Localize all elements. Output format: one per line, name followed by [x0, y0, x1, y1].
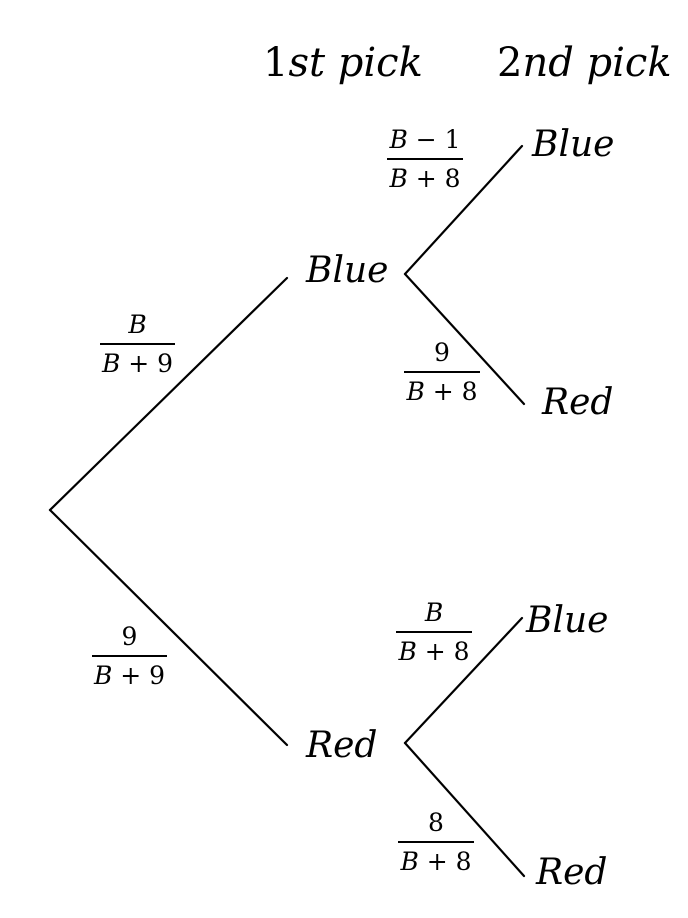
- branch-blue-blue: [403, 144, 524, 276]
- prob-red-blue: B B + 8: [396, 598, 472, 667]
- prob-root-blue-numerator: B: [128, 310, 147, 339]
- node-blue-red: Red: [542, 382, 614, 423]
- fraction-bar: [396, 631, 472, 633]
- prob-red-red: 8 B + 8: [398, 808, 474, 877]
- fraction-bar: [387, 158, 463, 160]
- prob-root-red-numerator: 9: [121, 622, 138, 651]
- branch-root-blue: [48, 276, 289, 512]
- prob-blue-blue: B − 1 B + 8: [387, 125, 463, 194]
- branch-red-red: [403, 741, 526, 878]
- fraction-bar: [92, 655, 167, 657]
- fraction-bar: [404, 371, 480, 373]
- node-blue-blue: Blue: [532, 124, 615, 165]
- header-first-pick: 1st pick: [263, 40, 423, 86]
- header-first-ordinal: 1: [263, 40, 289, 86]
- prob-red-blue-numerator: B: [424, 598, 444, 627]
- prob-blue-red-numerator: 9: [434, 338, 450, 367]
- prob-red-red-denominator: B + 8: [400, 847, 472, 876]
- node-red-blue: Blue: [526, 600, 609, 641]
- prob-blue-red: 9 B + 8: [404, 338, 480, 407]
- header-second-pick: 2nd pick: [497, 40, 672, 86]
- node-first-blue: Blue: [306, 250, 389, 291]
- header-second-ordinal: 2: [497, 40, 523, 86]
- branch-root-red: [48, 508, 289, 747]
- node-red-red: Red: [536, 852, 608, 893]
- fraction-bar: [398, 841, 474, 843]
- prob-blue-blue-denominator: B + 8: [389, 164, 461, 193]
- branch-red-blue: [403, 616, 524, 745]
- node-first-red: Red: [306, 725, 378, 766]
- prob-root-red: 9 B + 9: [92, 622, 167, 691]
- branch-blue-red: [403, 272, 526, 406]
- prob-red-red-numerator: 8: [428, 808, 444, 837]
- header-first-suffix: st pick: [288, 40, 423, 86]
- header-second-suffix: nd pick: [522, 40, 672, 86]
- prob-root-blue: B B + 9: [100, 310, 175, 379]
- fraction-bar: [100, 343, 175, 345]
- prob-root-blue-denominator: B + 9: [101, 349, 174, 378]
- prob-blue-red-denominator: B + 8: [406, 377, 478, 406]
- prob-red-blue-denominator: B + 8: [398, 637, 470, 666]
- prob-root-red-denominator: B + 9: [93, 661, 166, 690]
- prob-blue-blue-numerator: B − 1: [389, 125, 461, 154]
